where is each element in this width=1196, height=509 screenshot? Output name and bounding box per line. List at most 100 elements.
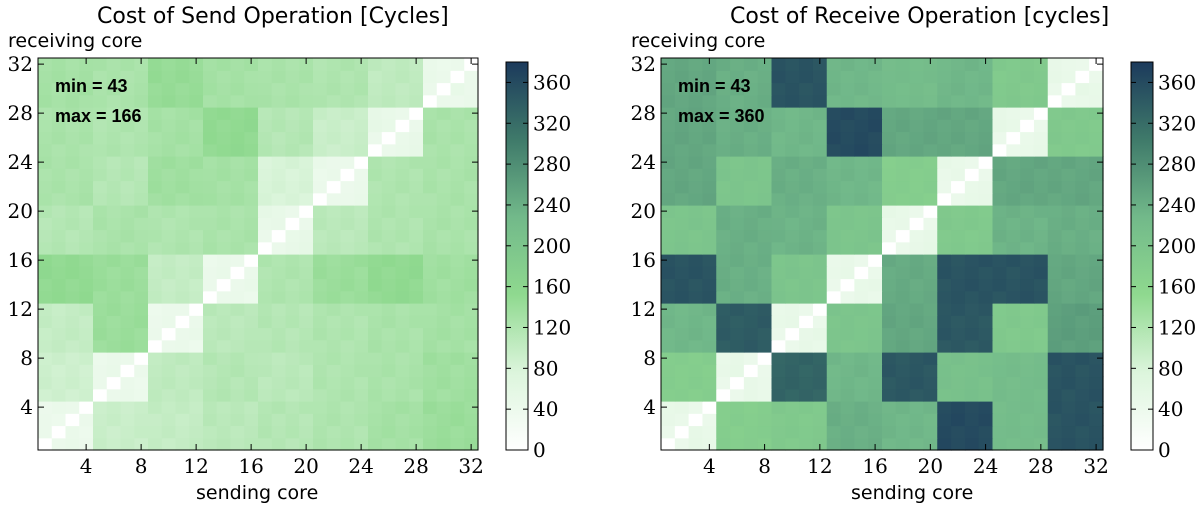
heatmap-cell bbox=[937, 58, 952, 71]
heatmap-cell bbox=[951, 192, 966, 206]
heatmap-cell bbox=[840, 339, 855, 353]
heatmap-cell bbox=[743, 107, 759, 120]
heatmap-cell bbox=[340, 241, 355, 255]
heatmap-cell bbox=[826, 217, 842, 231]
heatmap-cell bbox=[1061, 290, 1076, 304]
heatmap-cell bbox=[826, 290, 842, 304]
heatmap-cell bbox=[1089, 205, 1104, 218]
heatmap-cell bbox=[106, 241, 122, 255]
heatmap-cell bbox=[299, 131, 314, 145]
heatmap-cell bbox=[258, 425, 273, 439]
heatmap-cell bbox=[1033, 119, 1049, 133]
heatmap-cell bbox=[702, 364, 717, 378]
heatmap-cell bbox=[244, 352, 259, 365]
y-tick-label: 28 bbox=[631, 101, 656, 125]
heatmap-cell bbox=[409, 143, 424, 157]
heatmap-cell bbox=[409, 376, 424, 390]
heatmap-cell bbox=[436, 217, 452, 231]
heatmap-cell bbox=[271, 70, 287, 84]
heatmap-cell bbox=[285, 401, 300, 414]
heatmap-cell bbox=[285, 303, 300, 316]
heatmap-cell bbox=[326, 180, 342, 194]
heatmap-cell bbox=[326, 82, 342, 96]
heatmap-cell bbox=[771, 107, 786, 120]
heatmap-cell bbox=[785, 205, 800, 218]
heatmap-cell bbox=[1061, 131, 1076, 145]
heatmap-cell bbox=[423, 413, 438, 427]
heatmap-cell bbox=[992, 156, 1007, 169]
heatmap-cell bbox=[1075, 58, 1090, 71]
heatmap-cell bbox=[216, 131, 232, 145]
heatmap-cell bbox=[978, 327, 994, 341]
heatmap-cell bbox=[812, 352, 828, 365]
y-tick-label: 24 bbox=[8, 150, 33, 174]
heatmap-cell bbox=[785, 315, 800, 329]
heatmap-cell bbox=[688, 58, 704, 71]
heatmap-cell bbox=[785, 217, 800, 231]
heatmap-cell bbox=[313, 180, 328, 194]
heatmap-cell bbox=[368, 241, 383, 255]
heatmap-cell bbox=[79, 388, 94, 402]
heatmap-cell bbox=[381, 290, 397, 304]
heatmap-cell bbox=[230, 352, 245, 365]
heatmap-cell bbox=[868, 94, 883, 108]
heatmap-cell bbox=[702, 156, 717, 169]
heatmap-cell bbox=[423, 266, 438, 280]
heatmap-cell bbox=[38, 425, 53, 439]
heatmap-cell bbox=[909, 119, 925, 133]
heatmap-cell bbox=[826, 425, 842, 439]
heatmap-cell bbox=[244, 388, 259, 402]
heatmap-cell bbox=[1006, 303, 1021, 316]
heatmap-cell bbox=[299, 266, 314, 280]
heatmap-cell bbox=[65, 388, 80, 402]
heatmap-cell bbox=[978, 58, 994, 71]
heatmap-cell bbox=[1006, 205, 1021, 218]
heatmap-cell bbox=[450, 70, 465, 84]
heatmap-cell bbox=[785, 364, 800, 378]
heatmap-cell bbox=[840, 94, 855, 108]
heatmap-cell bbox=[65, 254, 80, 267]
heatmap-cell bbox=[771, 339, 786, 353]
heatmap-cell bbox=[674, 217, 690, 231]
heatmap-cell bbox=[216, 58, 232, 71]
heatmap-cell bbox=[244, 241, 259, 255]
heatmap-cell bbox=[423, 241, 438, 255]
heatmap-cell bbox=[702, 266, 717, 280]
heatmap-cell bbox=[216, 290, 232, 304]
heatmap-cell bbox=[271, 58, 287, 71]
heatmap-cell bbox=[326, 327, 342, 341]
heatmap-cell bbox=[175, 94, 190, 108]
heatmap-cell bbox=[161, 339, 177, 353]
heatmap-cell bbox=[258, 82, 273, 96]
heatmap-cell bbox=[992, 58, 1007, 71]
heatmap-cell bbox=[313, 70, 328, 84]
heatmap-cell bbox=[203, 315, 218, 329]
heatmap-cell bbox=[702, 119, 717, 133]
heatmap-cell bbox=[148, 413, 163, 427]
heatmap-cell bbox=[674, 143, 690, 157]
heatmap-cell bbox=[65, 425, 80, 439]
heatmap-cell bbox=[1006, 254, 1021, 267]
heatmap-cell bbox=[313, 290, 328, 304]
heatmap-cell bbox=[161, 217, 177, 231]
heatmap-cell bbox=[854, 107, 869, 120]
heatmap-cell bbox=[368, 180, 383, 194]
x-tick-label: 4 bbox=[703, 454, 716, 478]
heatmap-cell bbox=[106, 290, 122, 304]
heatmap-cell bbox=[381, 339, 397, 353]
heatmap-cell bbox=[340, 339, 355, 353]
heatmap-cell bbox=[992, 401, 1007, 414]
heatmap-cell bbox=[799, 376, 814, 390]
heatmap-cell bbox=[799, 327, 814, 341]
heatmap-cell bbox=[978, 205, 994, 218]
heatmap-cell bbox=[313, 303, 328, 316]
heatmap-cell bbox=[299, 217, 314, 231]
heatmap-cell bbox=[1061, 327, 1076, 341]
heatmap-cell bbox=[716, 303, 731, 316]
heatmap-cell bbox=[216, 364, 232, 378]
heatmap-cell bbox=[450, 437, 465, 451]
heatmap-cell bbox=[716, 364, 731, 378]
heatmap-cell bbox=[148, 315, 163, 329]
heatmap-cell bbox=[895, 303, 911, 316]
y-tick-label: 32 bbox=[8, 52, 33, 76]
